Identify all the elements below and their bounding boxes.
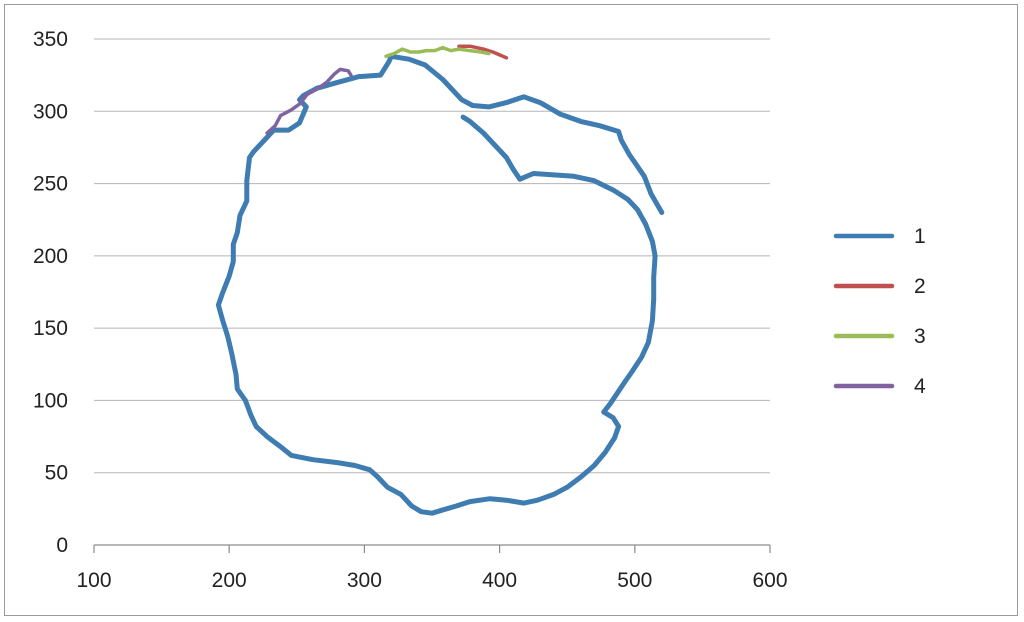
x-tick-label: 100	[76, 569, 111, 592]
gridlines	[94, 38, 770, 474]
legend-label-4: 4	[914, 375, 926, 398]
x-tick-label: 600	[752, 569, 787, 592]
y-tick-labels: 0 50 100 150 200 250 300 350	[33, 28, 68, 557]
y-tick-label: 350	[33, 28, 68, 51]
y-tick-label: 250	[33, 173, 68, 196]
x-tick-label: 400	[482, 569, 517, 592]
y-tick-label: 100	[33, 389, 68, 412]
series-line-3	[384, 45, 491, 59]
y-tick-label: 300	[33, 100, 68, 123]
legend-label-3: 3	[914, 325, 926, 348]
x-tick-label: 200	[212, 569, 247, 592]
series-line-4	[265, 67, 353, 135]
series-lines	[215, 44, 665, 516]
y-tick-label: 0	[56, 534, 68, 557]
x-tick-label: 500	[617, 569, 652, 592]
y-tick-label: 50	[45, 462, 68, 485]
legend: 1 2 3 4	[833, 225, 926, 398]
y-tick-label: 150	[33, 317, 68, 340]
chart-frame	[4, 4, 1018, 616]
x-tick-label: 300	[347, 569, 382, 592]
y-tick-label: 200	[33, 245, 68, 268]
series-line-2	[457, 44, 509, 60]
legend-label-2: 2	[914, 275, 926, 298]
legend-label-1: 1	[914, 225, 926, 248]
axes	[93, 544, 771, 553]
series-line-1	[215, 53, 665, 516]
x-tick-labels: 100 200 300 400 500 600	[76, 569, 787, 592]
